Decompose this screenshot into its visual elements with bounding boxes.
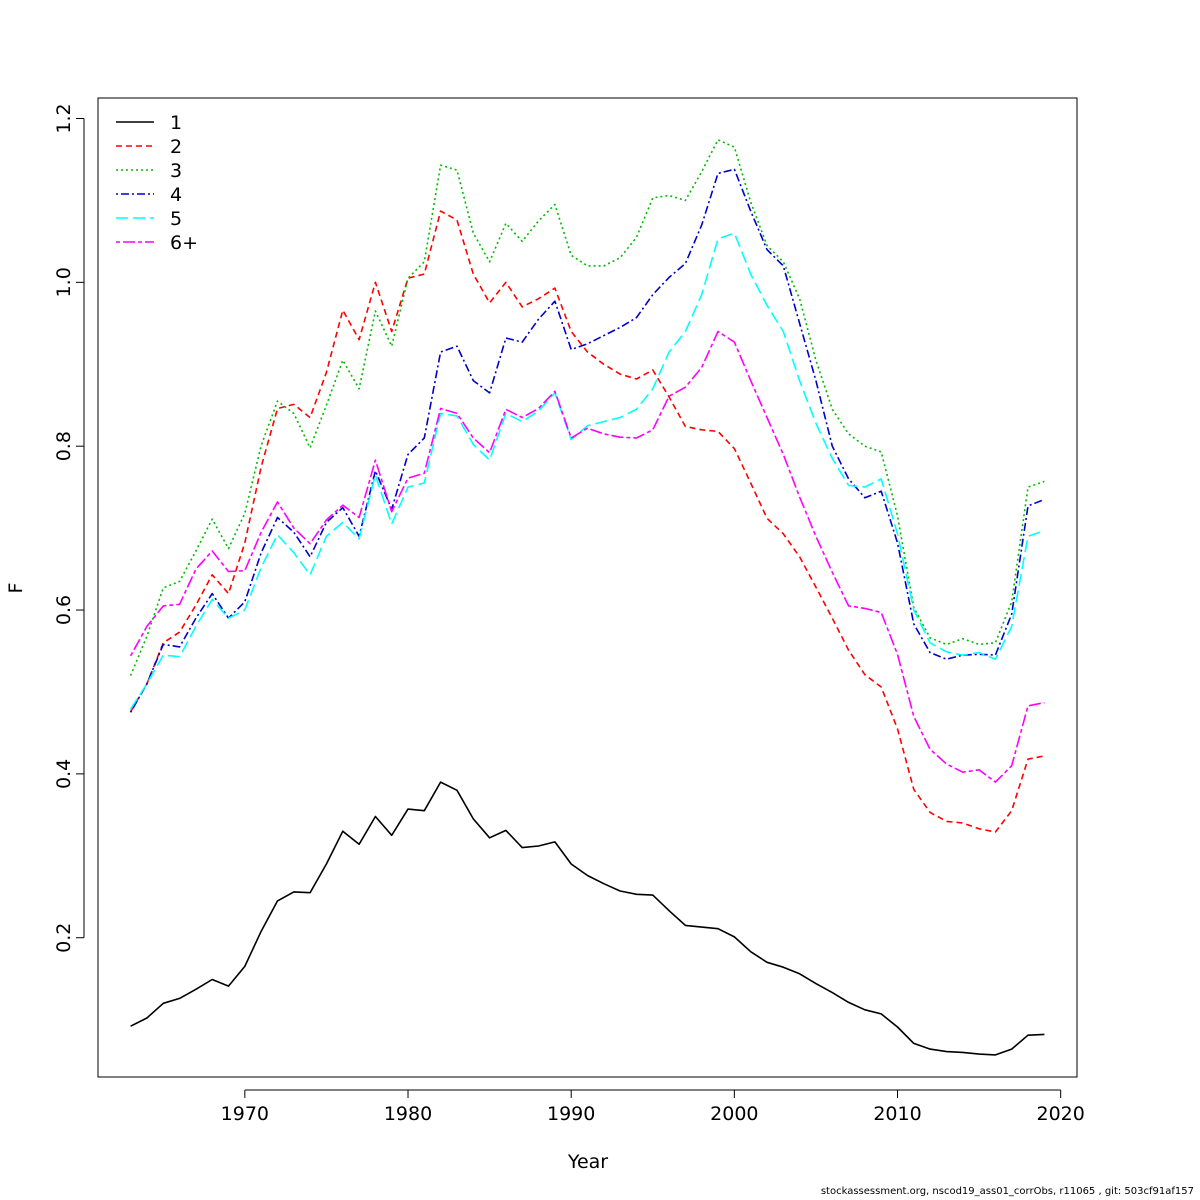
x-tick-label: 2000 xyxy=(710,1103,758,1125)
y-tick-label: 0.8 xyxy=(53,431,75,461)
y-tick-label: 0.2 xyxy=(53,923,75,953)
x-tick-label: 1970 xyxy=(221,1103,269,1125)
x-tick-label: 1990 xyxy=(547,1103,595,1125)
y-tick-label: 1.2 xyxy=(53,103,75,133)
footer-caption: stockassessment.org, nscod19_ass01_corrO… xyxy=(820,1186,1194,1197)
y-axis-title: F xyxy=(5,583,27,594)
series-line-4 xyxy=(129,168,1045,713)
y-axis: 0.2 0.4 0.6 0.8 1.0 1.2 xyxy=(53,103,85,953)
x-tick-label: 2010 xyxy=(873,1103,921,1125)
legend-label: 2 xyxy=(170,136,182,158)
series-line-6plus xyxy=(129,330,1045,783)
legend-label: 6+ xyxy=(170,232,198,254)
y-tick-label: 0.6 xyxy=(53,595,75,625)
plot-frame xyxy=(97,97,1078,1078)
series-line-1 xyxy=(130,781,1045,1056)
series-line-2 xyxy=(129,210,1045,833)
series-lines xyxy=(129,139,1045,1056)
legend-label: 4 xyxy=(170,184,182,206)
x-axis-title: Year xyxy=(567,1151,608,1173)
x-tick-label: 1980 xyxy=(384,1103,432,1125)
x-tick-label: 2020 xyxy=(1037,1103,1085,1125)
legend-label: 5 xyxy=(170,208,182,230)
y-tick-label: 1.0 xyxy=(53,267,75,297)
legend-label: 3 xyxy=(170,160,182,182)
legend-label: 1 xyxy=(170,112,182,134)
series-line-3 xyxy=(129,139,1045,676)
y-tick-label: 0.4 xyxy=(53,759,75,789)
x-axis: 1970 1980 1990 2000 2010 2020 xyxy=(221,1089,1085,1125)
series-line-5 xyxy=(129,232,1045,710)
